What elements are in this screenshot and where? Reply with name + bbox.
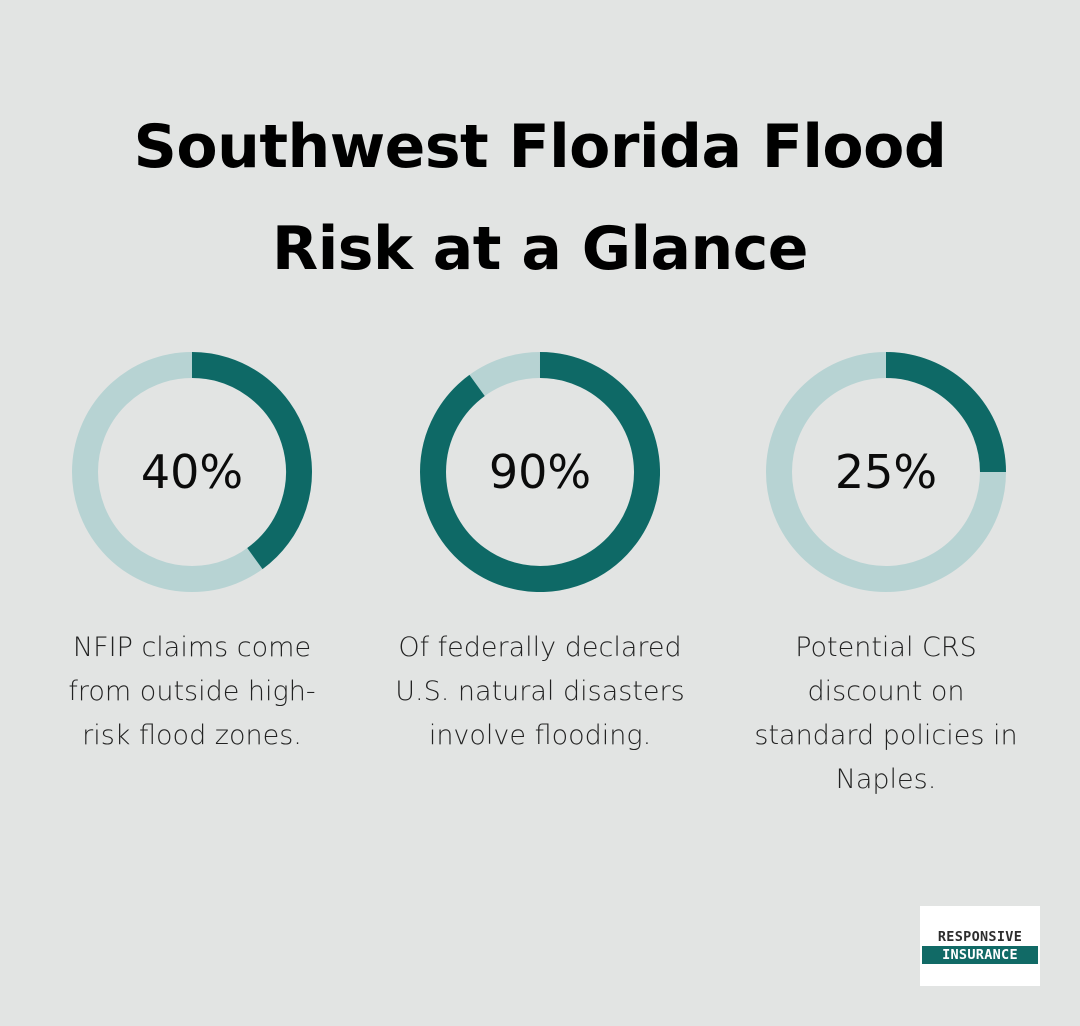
stat-value-2: 90% bbox=[488, 445, 592, 499]
company-logo: RESPONSIVE INSURANCE bbox=[920, 906, 1040, 986]
donut-svg-2 bbox=[420, 352, 660, 592]
donut-arc-1 bbox=[191, 352, 312, 570]
caption-1-line-1: NFIP claims come bbox=[72, 632, 312, 663]
stat-caption-1: NFIP claims come from outside high- risk… bbox=[42, 626, 342, 758]
donut-arc-3 bbox=[885, 352, 1006, 473]
caption-2-line-1: Of federally declared bbox=[398, 632, 682, 663]
donut-svg-3 bbox=[766, 352, 1006, 592]
donut-chart-2: 90% bbox=[420, 352, 660, 592]
stat-caption-3: Potential CRS discount on standard polic… bbox=[736, 626, 1036, 802]
caption-2-line-2: U.S. natural disasters bbox=[395, 676, 685, 707]
logo-text-line-2: INSURANCE bbox=[922, 946, 1038, 964]
stat-card-2: 90% Of federally declared U.S. natural d… bbox=[390, 352, 690, 758]
caption-2-line-3: involve flooding. bbox=[428, 720, 652, 751]
stat-caption-2: Of federally declared U.S. natural disas… bbox=[390, 626, 690, 758]
caption-3-line-2: discount on bbox=[807, 676, 965, 707]
donut-svg-1 bbox=[72, 352, 312, 592]
caption-3-line-4: Naples. bbox=[835, 764, 937, 795]
stat-value-3: 25% bbox=[834, 445, 938, 499]
title-line-1: Southwest Florida Flood bbox=[133, 112, 947, 182]
donut-arc-2 bbox=[420, 352, 660, 592]
caption-1-line-2: from outside high- bbox=[68, 676, 316, 707]
donut-chart-1: 40% bbox=[72, 352, 312, 592]
page-title: Southwest Florida Flood Risk at a Glance bbox=[40, 96, 1040, 300]
stat-card-3: 25% Potential CRS discount on standard p… bbox=[736, 352, 1036, 802]
donut-chart-3: 25% bbox=[766, 352, 1006, 592]
caption-3-line-3: standard policies in bbox=[754, 720, 1018, 751]
stat-card-1: 40% NFIP claims come from outside high- … bbox=[42, 352, 342, 758]
stat-value-1: 40% bbox=[140, 445, 244, 499]
logo-text-line-1: RESPONSIVE bbox=[922, 928, 1038, 946]
caption-1-line-3: risk flood zones. bbox=[82, 720, 302, 751]
title-line-2: Risk at a Glance bbox=[272, 214, 808, 284]
caption-3-line-1: Potential CRS bbox=[795, 632, 977, 663]
